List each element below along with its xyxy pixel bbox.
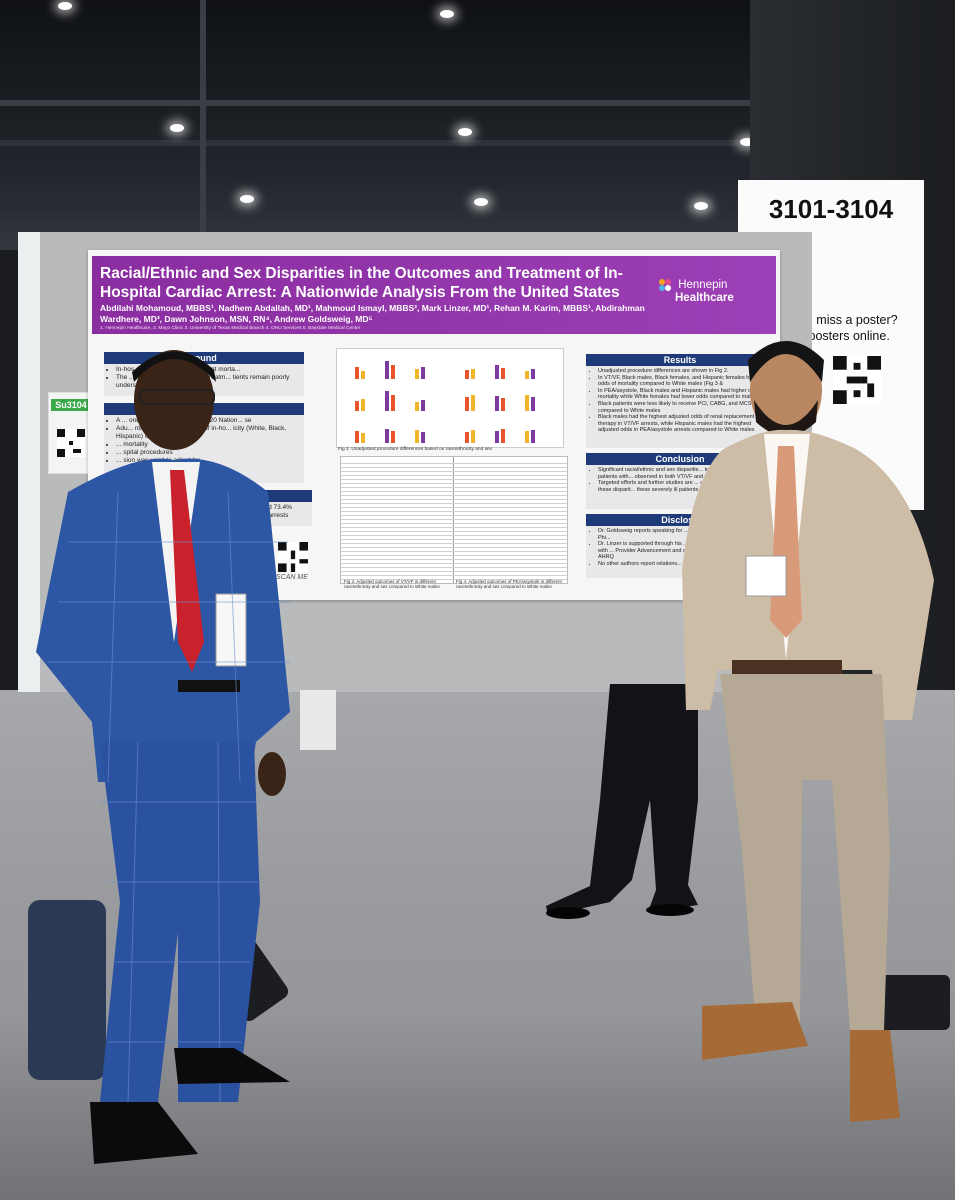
board-stand	[300, 690, 336, 750]
figure-2-charts	[336, 348, 564, 448]
section-results: Unadjusted procedure differences are sho…	[586, 366, 774, 448]
table-row	[341, 511, 567, 512]
table-row	[341, 547, 567, 548]
table-row	[341, 523, 567, 524]
table-row	[341, 475, 567, 476]
section-heading-results: Results	[586, 354, 774, 366]
table-row	[341, 507, 567, 508]
figure-3-4-tables	[340, 456, 568, 584]
hennepin-logo: Hennepin Healthcare	[658, 278, 734, 304]
table-row	[341, 479, 567, 480]
poster-affiliations: 1. Hennepin Healthcare, 2. Mayo Clinic 3…	[100, 326, 361, 331]
figure-4-caption: Fig 4. Adjusted outcomes of PEA/asystole…	[456, 579, 562, 589]
logo-line-2: Healthcare	[675, 292, 734, 304]
poster-code: Su3104	[51, 399, 91, 411]
table-row	[341, 491, 567, 492]
poster-authors: Abdilahi Mohamoud, MBBS¹, Nadhem Abdalla…	[100, 303, 645, 324]
logo-line-1: Hennepin	[678, 279, 728, 292]
backpack	[28, 900, 106, 1080]
table-row	[341, 555, 567, 556]
mini-chart	[345, 419, 445, 443]
list-item: Dr. Linzer is supported through his ... …	[598, 541, 770, 561]
mini-chart	[455, 355, 555, 379]
table-row	[341, 527, 567, 528]
table-row	[341, 499, 567, 500]
mini-chart	[345, 387, 445, 411]
table-row	[341, 463, 567, 464]
table-row	[341, 539, 567, 540]
list-item: Unadjusted procedure differences are sho…	[598, 368, 770, 375]
table-row	[341, 467, 567, 468]
table-row	[341, 575, 567, 576]
visitor-behind-poster	[546, 684, 698, 919]
table-row	[341, 471, 567, 472]
scan-me-label: SCAN ME	[276, 574, 308, 581]
table-row	[341, 495, 567, 496]
list-item: Dr. Goldsweig reports speaking for ... L…	[598, 528, 770, 541]
list-item: No other authors report relations...	[598, 561, 770, 568]
presenter-right-tan-suit	[682, 341, 934, 1122]
figure-3-caption: Fig 3. Adjusted outcomes of VT/VF in dif…	[344, 579, 440, 589]
list-item: Black males had the highest adjusted odd…	[598, 414, 770, 434]
presenter-left-blue-suit	[36, 350, 290, 1164]
table-row	[341, 519, 567, 520]
list-item: Significant racial/ethnic and sex dispar…	[598, 467, 770, 480]
list-item: ... spital procedures	[116, 449, 300, 457]
list-item: In PEA/asystole, Black males and Hispani…	[598, 388, 770, 401]
table-row	[341, 535, 567, 536]
list-item: Black patients were less likely to recei…	[598, 401, 770, 414]
table-row	[341, 487, 567, 488]
table-row	[341, 571, 567, 572]
poster-banner: Racial/Ethnic and Sex Disparities in the…	[92, 256, 776, 334]
table-row	[341, 483, 567, 484]
table-row	[341, 551, 567, 552]
table-row	[341, 563, 567, 564]
hennepin-logo-icon	[659, 279, 671, 291]
table-row	[341, 515, 567, 516]
poster-title: Racial/Ethnic and Sex Disparities in the…	[100, 265, 623, 301]
mini-chart	[455, 387, 555, 411]
table-row	[341, 567, 567, 568]
mini-chart	[455, 419, 555, 443]
qr-code-icon	[57, 429, 85, 457]
table-row	[341, 531, 567, 532]
list-item: In VT/VF, Black males, Black females, an…	[598, 375, 770, 388]
booth-numbers: 3101-3104	[768, 194, 894, 224]
qr-code-icon[interactable]	[278, 542, 308, 572]
figure-2-caption: Fig 2. Unadjusted procedure differences …	[338, 447, 493, 452]
table-row	[341, 559, 567, 560]
list-item: ... mortality	[116, 441, 300, 449]
table-row	[341, 543, 567, 544]
list-item: Targeted efforts and further studies are…	[598, 480, 770, 493]
qr-code-icon[interactable]	[833, 356, 881, 404]
mini-chart	[345, 355, 445, 379]
table-row	[341, 503, 567, 504]
table-row	[341, 579, 567, 580]
